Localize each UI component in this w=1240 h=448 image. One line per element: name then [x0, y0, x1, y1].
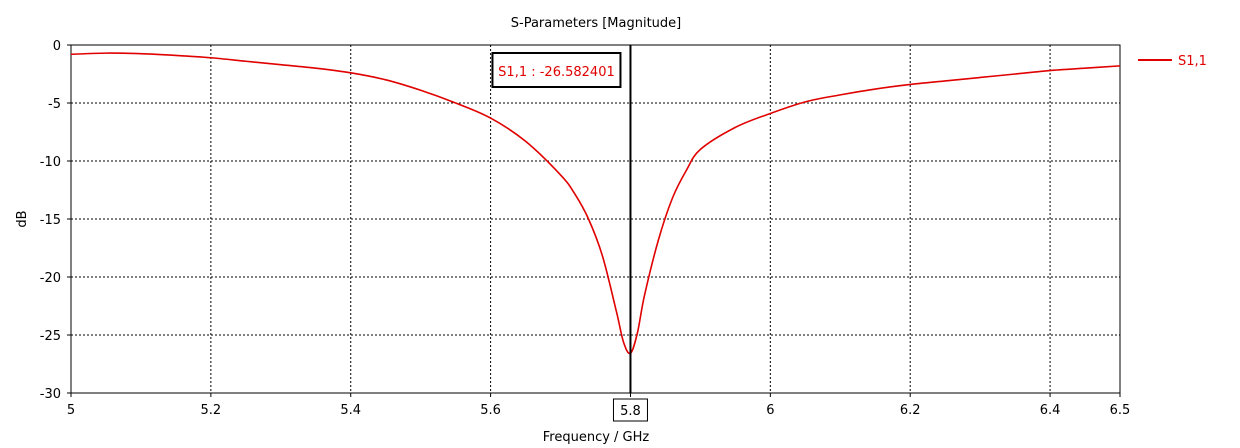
marker-label-box — [491, 52, 622, 88]
y-tick-label: -20 — [40, 271, 61, 286]
y-axis-label: dB — [15, 210, 30, 227]
y-tick-label: -5 — [48, 97, 61, 112]
x-tick-label: 6 — [766, 403, 774, 418]
y-tick-label: -15 — [40, 213, 61, 228]
x-tick-label: 5.2 — [201, 403, 222, 418]
y-tick-label: 0 — [53, 39, 61, 54]
grid — [71, 45, 1120, 393]
x-tick-label: 5.4 — [340, 403, 361, 418]
x-tick-label: 6.2 — [900, 403, 921, 418]
y-tick-label: -25 — [40, 329, 61, 344]
series-line-s11[interactable] — [70, 52, 1121, 355]
marker-value-label: S1,1 : -26.582401 — [498, 65, 615, 80]
marker-layer[interactable]: S1,1 : -26.582401 5.8 — [491, 45, 648, 422]
marker-x-box — [612, 398, 648, 422]
marker-x-label: 5.8 — [620, 404, 641, 419]
y-tick-label: -30 — [40, 387, 61, 402]
legend-label: S1,1 — [1178, 54, 1207, 69]
series-layer — [70, 52, 1121, 355]
axis-ticks: 5 5.2 5.4 5.6 6 6.2 6.4 6.5 0 -5 -10 -15 -20 -25 -30 — [40, 39, 1131, 418]
x-tick-label: 6.5 — [1110, 403, 1131, 418]
x-tick-label: 6.4 — [1040, 403, 1061, 418]
y-tick-label: -10 — [40, 155, 61, 170]
x-tick-label: 5.6 — [480, 403, 501, 418]
legend[interactable]: S1,1 — [1138, 54, 1207, 69]
chart-title: S-Parameters [Magnitude] — [511, 16, 682, 31]
x-tick-label: 5 — [67, 403, 75, 418]
x-axis-label: Frequency / GHz — [543, 430, 650, 445]
